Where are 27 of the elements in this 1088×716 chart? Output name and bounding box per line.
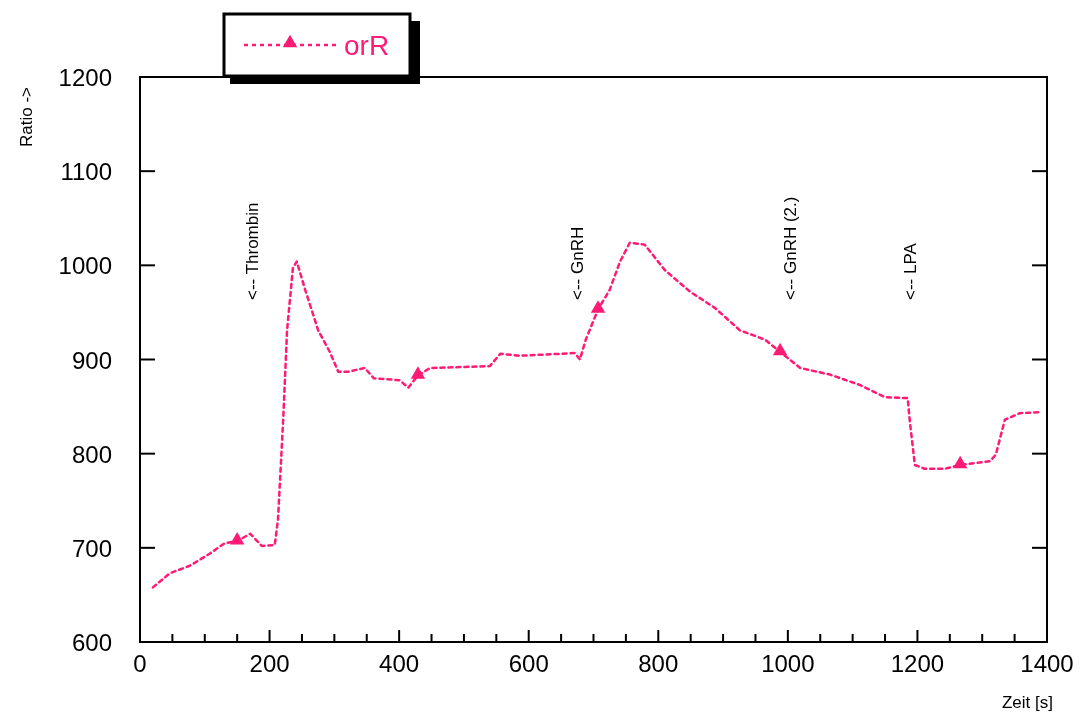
legend-label: orR <box>344 30 390 61</box>
annotation: <-- GnRH <box>568 226 587 300</box>
y-tick-label: 700 <box>71 534 112 562</box>
x-tick-label: 1200 <box>890 650 945 677</box>
x-axis-title: Zeit [s] <box>1001 693 1053 712</box>
y-tick-label: 1100 <box>60 158 112 186</box>
x-tick-label: 800 <box>638 650 679 677</box>
y-tick-label: 1200 <box>58 64 112 91</box>
point <box>952 455 968 469</box>
annotation: <-- Thrombin <box>243 202 262 300</box>
x-tick-label: 0 <box>133 650 147 677</box>
annotation: <-- LPA <box>901 242 920 300</box>
y-tick-label: 800 <box>71 440 112 468</box>
y-axis-title: Ratio -> <box>17 86 36 147</box>
point <box>410 366 426 379</box>
point <box>229 531 245 545</box>
x-tick-label: 600 <box>508 650 549 677</box>
x-tick-label: 1400 <box>1020 650 1074 677</box>
y-tick-label: 900 <box>71 346 112 374</box>
point <box>590 300 606 313</box>
x-tick-label: 200 <box>249 650 290 677</box>
y-tick-label: 1000 <box>58 252 112 280</box>
x-tick-label: 400 <box>379 650 420 677</box>
annotation: <-- GnRH (2.) <box>781 196 800 300</box>
x-tick-label: 1000 <box>761 650 815 677</box>
y-tick-label: 600 <box>71 629 112 656</box>
point <box>772 342 788 356</box>
